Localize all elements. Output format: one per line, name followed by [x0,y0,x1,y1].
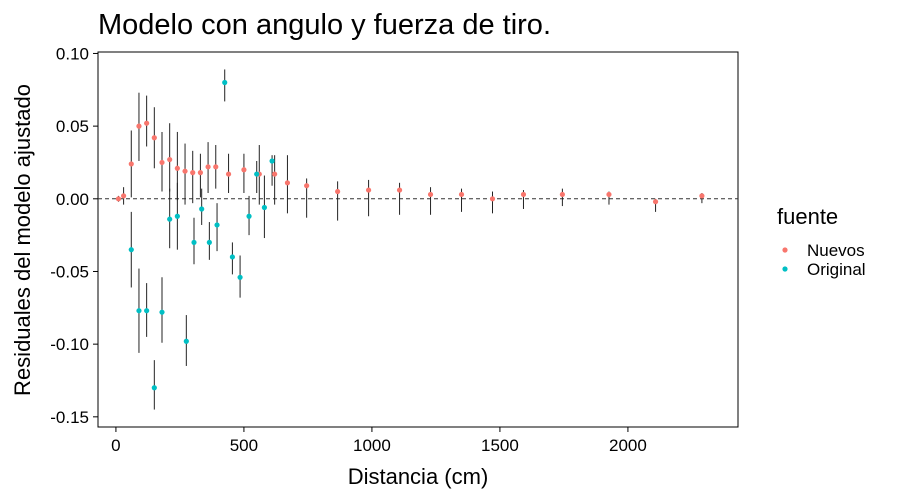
data-point-nuevos [699,193,705,199]
data-point-original [191,239,197,246]
data-point-nuevos [284,180,291,186]
legend-title: fuente [777,204,838,229]
data-point-nuevos [365,187,372,193]
legend-key-nuevos [782,247,788,253]
data-point-original [229,254,235,260]
data-point-nuevos [136,123,142,129]
data-point-nuevos [151,135,157,141]
data-point-nuevos [197,170,203,176]
data-point-original [237,274,243,280]
data-point-nuevos [182,168,188,174]
data-point-nuevos [458,191,465,198]
data-point-nuevos [396,187,403,193]
data-point-nuevos [335,188,341,195]
data-point-original [136,308,142,314]
data-point-original [151,385,157,391]
y-tick-label: -0.10 [50,335,89,354]
data-point-nuevos [559,191,565,198]
y-axis-title: Residuales del modelo ajustado [10,84,35,396]
data-point-nuevos [272,171,278,177]
x-axis-title: Distancia (cm) [348,464,489,489]
data-point-nuevos [115,196,122,202]
data-point-nuevos [128,161,134,167]
data-point-original [246,213,252,219]
data-point-nuevos [606,191,612,198]
data-point-nuevos [427,191,434,198]
data-point-nuevos [225,171,232,177]
data-point-original [206,239,212,246]
x-tick-label: 0 [111,436,120,455]
y-tick-label: 0.00 [56,190,89,209]
y-tick-label: -0.05 [50,262,89,281]
data-point-nuevos [241,167,247,173]
data-point-original [261,204,267,211]
data-point-nuevos [304,183,310,189]
legend-label-original: Original [807,260,866,279]
x-tick-label: 500 [230,436,258,455]
data-point-nuevos [652,199,659,205]
x-axis: 0 500 1000 1500 2000 [111,427,647,455]
data-point-nuevos [190,170,196,176]
data-point-original [214,222,220,228]
y-tick-label: 0.10 [56,44,89,63]
data-point-original [167,216,173,222]
data-point-nuevos [213,164,219,170]
data-point-nuevos [174,165,180,171]
y-tick-label: -0.15 [50,408,89,427]
data-point-original [159,309,165,315]
chart-title: Modelo con angulo y fuerza de tiro. [98,9,551,41]
x-tick-label: 2000 [609,436,647,455]
data-point-original [199,206,205,212]
y-axis: 0.10 0.05 0.00 -0.05 -0.10 -0.15 [50,44,98,427]
data-point-original [269,158,275,164]
data-point-nuevos [167,156,173,163]
x-tick-label: 1000 [353,436,391,455]
data-marks [115,69,705,410]
x-tick-label: 1500 [481,436,519,455]
data-point-original [254,171,260,177]
data-point-original [183,338,189,344]
data-point-nuevos [159,159,165,166]
legend-label-nuevos: Nuevos [807,241,865,260]
data-point-original [222,79,228,86]
data-point-nuevos [520,191,527,198]
data-point-nuevos [489,196,496,202]
data-point-nuevos [205,164,211,170]
data-point-original [128,247,134,253]
data-point-original [144,308,150,314]
y-tick-label: 0.05 [56,117,89,136]
data-point-nuevos [144,120,150,126]
legend-key-original [782,266,788,272]
data-point-original [174,213,180,219]
plot-panel [97,51,739,428]
data-point-nuevos [121,193,127,199]
